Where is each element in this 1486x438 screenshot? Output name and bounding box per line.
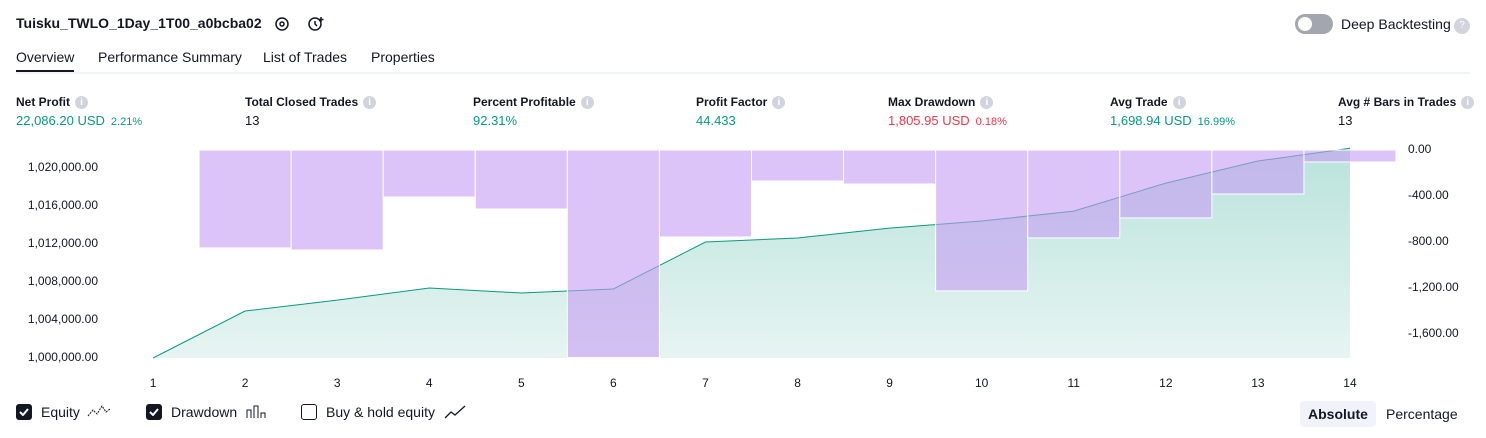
x-tick-label: 10: [975, 376, 989, 390]
x-tick-label: 5: [518, 376, 525, 390]
mode-button[interactable]: Percentage: [1386, 406, 1458, 422]
metric-amount: 44.433: [696, 113, 736, 128]
source-icon[interactable]: [306, 14, 326, 34]
legend-label: Drawdown: [171, 404, 238, 420]
metric-label: Percent Profitable i: [473, 95, 594, 109]
metric-label: Avg Trade i: [1110, 95, 1186, 109]
legend-label: Buy & hold equity: [326, 404, 435, 420]
x-tick-label: 12: [1159, 376, 1173, 390]
buy-hold-checkbox[interactable]: Buy & hold equity: [301, 404, 467, 420]
metric-percent: 0.18%: [975, 116, 1007, 128]
metric-percent: 2.21%: [110, 116, 143, 128]
drawdown-bar: [1119, 149, 1213, 219]
equity-checkbox[interactable]: Equity: [16, 404, 112, 420]
info-icon[interactable]: i: [75, 96, 88, 109]
y-tick-label: 1,020,000.00: [28, 160, 98, 174]
metric-label: Profit Factor i: [696, 95, 786, 109]
metric-percent: 16.99%: [1197, 116, 1235, 128]
legend-label: Equity: [41, 404, 80, 420]
drawdown-bar: [658, 149, 753, 238]
metric-amount: 22,086.20 USD: [16, 113, 105, 128]
y2-tick-label: 0.00: [1408, 142, 1432, 156]
drawdown-bar: [935, 149, 1029, 292]
tab[interactable]: Performance Summary: [98, 49, 242, 65]
drawdown-bar: [290, 149, 384, 251]
info-icon[interactable]: i: [980, 96, 994, 109]
y-tick-label: 1,016,000.00: [28, 198, 98, 212]
metric-value: 13: [1338, 113, 1352, 128]
metric-amount: 1,698.94 USD: [1110, 113, 1192, 128]
tab-divider: [16, 72, 1470, 74]
metric-label: Max Drawdown i: [888, 95, 994, 109]
help-icon[interactable]: ?: [1454, 18, 1470, 34]
drawdown-bar: [1211, 149, 1305, 195]
info-icon[interactable]: i: [1461, 96, 1475, 109]
drawdown-bar: [1303, 149, 1397, 163]
y2-tick-label: -400.00: [1408, 188, 1449, 202]
checkbox[interactable]: [16, 404, 32, 420]
drawdown-bar: [474, 149, 568, 210]
info-icon[interactable]: i: [580, 96, 594, 109]
x-tick-label: 11: [1068, 376, 1081, 390]
drawdown-bar: [751, 149, 845, 182]
tab[interactable]: List of Trades: [263, 49, 348, 65]
metric-amount: 1,805.95 USD: [888, 113, 970, 128]
info-icon[interactable]: i: [1172, 96, 1186, 109]
x-tick-label: 7: [702, 376, 709, 390]
metric-amount: 13: [245, 113, 260, 128]
drawdown-bar: [1027, 149, 1121, 239]
drawdown-bar: [566, 149, 660, 359]
metric-value: 44.433: [696, 113, 736, 128]
deep-backtesting-label: Deep Backtesting: [1341, 16, 1451, 32]
x-tick-label: 1: [150, 376, 157, 390]
y2-tick-label: -1,600.00: [1408, 326, 1459, 340]
x-tick-label: 9: [886, 376, 893, 390]
tab[interactable]: Properties: [371, 49, 435, 65]
metric-value: 22,086.20 USD 2.21%: [16, 113, 142, 128]
tab[interactable]: Overview: [16, 49, 75, 73]
drawdown-checkbox[interactable]: Drawdown: [146, 404, 269, 420]
metric-amount: 13: [1338, 113, 1353, 128]
x-tick-label: 6: [610, 376, 617, 390]
metric-amount: 92.31%: [473, 113, 518, 128]
metric-value: 92.31%: [473, 113, 517, 128]
deep-backtesting-toggle[interactable]: [1295, 14, 1333, 34]
metric-label: Total Closed Trades i: [245, 95, 377, 109]
x-tick-label: 14: [1343, 376, 1357, 390]
drawdown-bar: [382, 149, 476, 198]
y-tick-label: 1,000,000.00: [28, 350, 98, 364]
equity-area: [153, 148, 1350, 358]
drawdown-bar: [843, 149, 937, 185]
y-tick-label: 1,012,000.00: [28, 236, 98, 250]
checkbox[interactable]: [301, 404, 317, 420]
y-tick-label: 1,008,000.00: [28, 274, 98, 288]
x-tick-label: 3: [334, 376, 341, 390]
drawdown-bar: [106, 149, 200, 152]
metric-label: Avg # Bars in Trades i: [1338, 95, 1475, 109]
strategy-title: Tuisku_TWLO_1Day_1T00_a0bcba02: [16, 15, 262, 31]
metric-value: 1,698.94 USD 16.99%: [1110, 113, 1235, 128]
x-tick-label: 4: [426, 376, 433, 390]
settings-icon[interactable]: [273, 15, 291, 33]
x-tick-label: 13: [1251, 376, 1265, 390]
info-icon[interactable]: i: [772, 96, 786, 109]
metric-value: 1,805.95 USD 0.18%: [888, 113, 1007, 128]
mode-button[interactable]: Absolute: [1300, 401, 1376, 427]
y2-tick-label: -800.00: [1408, 234, 1449, 248]
info-icon[interactable]: i: [363, 96, 377, 109]
checkbox[interactable]: [146, 404, 162, 420]
y2-tick-label: -1,200.00: [1408, 280, 1459, 294]
y-tick-label: 1,004,000.00: [28, 312, 98, 326]
x-tick-label: 2: [242, 376, 249, 390]
metric-label: Net Profit i: [16, 95, 88, 109]
x-tick-label: 8: [794, 376, 801, 390]
drawdown-bar: [198, 149, 292, 249]
metric-value: 13: [245, 113, 259, 128]
